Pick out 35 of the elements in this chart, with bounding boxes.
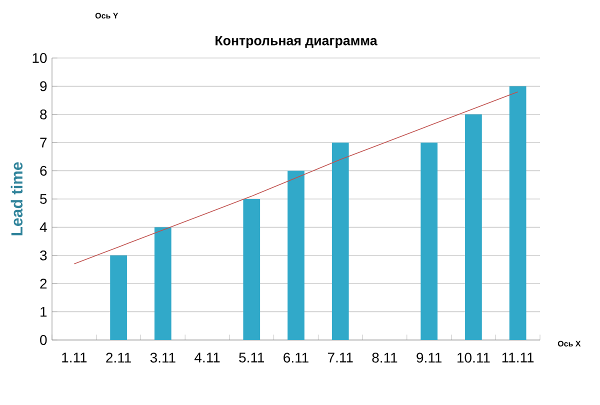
text: Ось Y (95, 12, 118, 19)
x-tick-label: 9.11 (416, 352, 442, 363)
bar (154, 227, 172, 340)
bar (332, 142, 349, 340)
y-tick-label: 7 (40, 138, 47, 148)
bar (509, 86, 526, 340)
chart-title: Контрольная диаграмма (216, 36, 378, 48)
text: Ось X (558, 340, 581, 347)
y-tick-label: 6 (40, 166, 47, 176)
bar (110, 255, 127, 340)
y-tick-label: 3 (40, 250, 47, 260)
y-tick-label: 5 (40, 194, 47, 204)
line-series (74, 91, 518, 264)
bar (420, 142, 438, 340)
x-tick-label: 2.11 (106, 352, 131, 362)
x-tick-label: 8.11 (372, 352, 398, 363)
y-tick-label: 1 (40, 306, 47, 317)
x-tick-label: 10.11 (458, 352, 490, 363)
y-axis-title: Lead time (10, 162, 23, 236)
y-tick-label: 10 (32, 53, 47, 63)
x-tick-label: 7.11 (328, 352, 353, 362)
bar (465, 114, 482, 340)
y-tick-label: 2 (40, 278, 47, 288)
y-tick-label: 9 (40, 81, 47, 92)
x-tick-label: 5.11 (239, 352, 264, 362)
bar (288, 170, 304, 340)
y-tick-label: 0 (40, 335, 47, 345)
x-tick-label: 4.11 (194, 352, 220, 362)
x-tick-label: 1.11 (62, 352, 87, 362)
x-tick-label: 3.11 (150, 352, 176, 363)
y-tick-label: 8 (40, 109, 47, 120)
bar (243, 199, 260, 340)
y-tick-label: 4 (40, 222, 47, 232)
x-tick-label: 11.11 (502, 352, 534, 362)
x-tick-label: 6.11 (284, 352, 308, 363)
